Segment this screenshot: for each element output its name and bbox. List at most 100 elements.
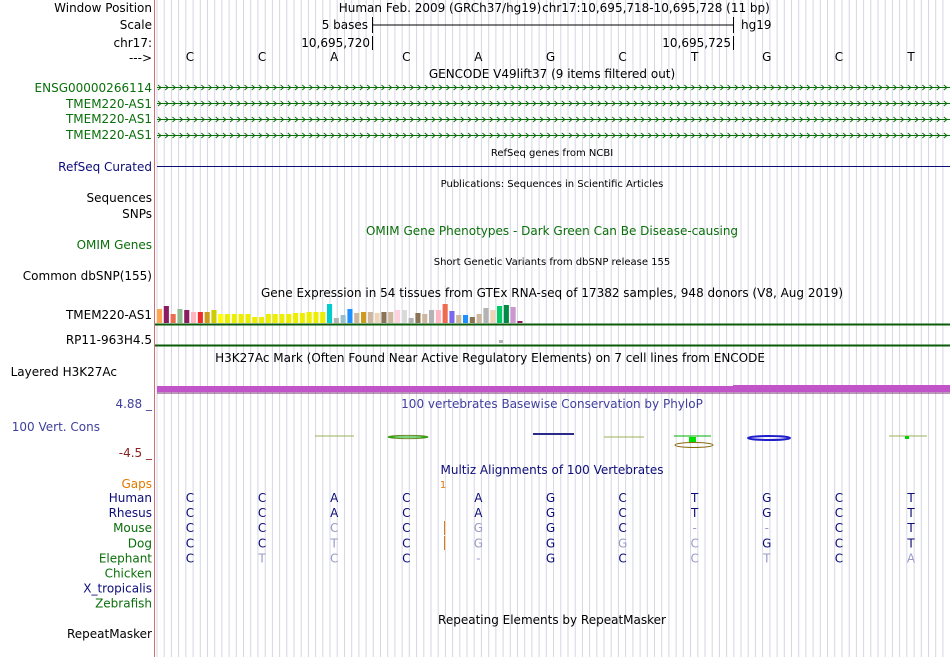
gtex-tissue-bar[interactable] [361,312,367,323]
gtex-small-bar[interactable] [499,340,503,343]
h3k27ac-track-label[interactable]: Layered H3K27Ac [11,365,117,379]
species-label[interactable]: Zebrafish [95,597,152,611]
gtex-tissue-bar[interactable] [211,310,217,323]
gtex-tissue-bar[interactable] [293,313,299,323]
gencode-item-label[interactable]: TMEM220-AS1 [65,112,152,126]
position-text[interactable]: chr17:10,695,718-10,695,728 (11 bp) [542,1,770,15]
gtex-tissue-bar[interactable] [333,318,339,323]
coord-right: 10,695,725 [662,36,731,50]
gencode-item-label[interactable]: TMEM220-AS1 [65,97,152,111]
gtex-tissue-bar[interactable] [279,314,285,323]
gtex-gene-label[interactable]: TMEM220-AS1 [65,308,152,322]
gtex-tissue-bar[interactable] [306,312,312,323]
gtex-tissue-bar[interactable] [320,312,326,323]
gtex-tissue-bar[interactable] [327,304,333,323]
sequences-track-label[interactable]: Sequences [87,191,152,205]
gtex-tissue-bar[interactable] [157,309,163,323]
aligned-base: C [835,536,843,550]
aligned-base: - [693,521,697,535]
gtex-tissue-bar[interactable] [415,313,421,323]
species-label[interactable]: Elephant [99,551,152,565]
ruler-base: C [186,50,194,64]
gtex-tissue-bar[interactable] [299,313,305,323]
conservation-glyphs[interactable] [315,433,927,448]
gtex-tissue-bar[interactable] [204,312,210,323]
gtex-tissue-bar[interactable] [442,304,448,323]
gencode-item-label[interactable]: ENSG00000266114 [35,81,152,95]
conservation-track-label[interactable]: 100 Vert. Cons [12,420,100,434]
gtex-tissue-bar[interactable] [463,315,469,323]
conservation-track-title: 100 vertebrates Basewise Conservation by… [401,397,703,411]
gtex-tissue-bar[interactable] [163,306,169,323]
gap-marker[interactable]: 1 [440,480,446,491]
publications-track-title: Publications: Sequences in Scientific Ar… [441,179,664,190]
gtex-tissue-bar[interactable] [225,314,231,323]
aligned-base: C [186,551,194,565]
h3k27ac-signal[interactable] [157,386,733,392]
species-label[interactable]: X_tropicalis [83,582,152,596]
gtex-tissue-bar[interactable] [259,317,265,323]
gtex-tissue-bar[interactable] [177,309,183,323]
species-label[interactable]: Chicken [105,567,152,581]
gencode-transcripts[interactable] [157,84,950,139]
conservation-min-label: -4.5 _ [119,446,153,460]
gtex-tissue-bar[interactable] [354,313,360,323]
gtex-tissue-bar[interactable] [231,314,237,323]
gtex-tissue-bar[interactable] [388,312,394,323]
gtex-tissue-bar[interactable] [503,305,509,323]
gtex-tissue-bar[interactable] [490,310,496,323]
aligned-base: G [546,551,555,565]
gtex-tissue-bar[interactable] [510,307,516,323]
h3k27ac-signal[interactable] [733,385,950,392]
gtex-tissue-bar[interactable] [347,309,353,323]
gtex-tissue-bar[interactable] [401,310,407,323]
gtex-tissue-bars[interactable] [157,304,523,323]
species-label[interactable]: Mouse [113,521,152,535]
omim-track-label[interactable]: OMIM Genes [77,238,152,252]
gtex-tissue-bar[interactable] [469,317,475,323]
gtex-tissue-bar[interactable] [218,314,224,323]
gtex-tissue-bar[interactable] [184,310,190,323]
db-text: hg19 [741,18,772,32]
gtex-tissue-bar[interactable] [395,310,401,323]
gtex-tissue-bar[interactable] [313,312,319,323]
gencode-track-title: GENCODE V49lift37 (9 items filtered out) [429,67,675,81]
gaps-label[interactable]: Gaps [121,477,152,491]
gtex-tissue-bar[interactable] [476,314,482,323]
gtex-tissue-bar[interactable] [449,311,455,323]
gtex-tissue-bar[interactable] [191,312,197,323]
species-label[interactable]: Rhesus [109,506,152,520]
gtex-tissue-bar[interactable] [245,314,251,323]
gtex-tissue-bar[interactable] [483,308,489,323]
snps-track-label[interactable]: SNPs [122,207,152,221]
gtex-tissue-bar[interactable] [272,314,278,323]
gtex-tissue-bar[interactable] [422,314,428,323]
gtex-tissue-bar[interactable] [381,312,387,323]
aligned-base: - [765,521,769,535]
species-label[interactable]: Dog [128,536,152,550]
gencode-item-label[interactable]: TMEM220-AS1 [65,128,152,142]
gtex-tissue-bar[interactable] [265,314,271,323]
repeatmasker-track-label[interactable]: RepeatMasker [67,627,152,641]
gtex-tissue-bar[interactable] [238,314,244,323]
gtex-tissue-bar[interactable] [429,310,435,323]
gtex-tissue-bar[interactable] [340,315,346,323]
refseq-track-label[interactable]: RefSeq Curated [58,160,152,174]
gtex-tissue-bar[interactable] [286,314,292,323]
gtex-tissue-bar[interactable] [170,314,176,323]
gtex-gene-label[interactable]: RP11-963H4.5 [66,333,152,347]
gtex-tissue-bar[interactable] [497,306,503,323]
gtex-tissue-bar[interactable] [456,315,462,323]
gtex-tissue-bar[interactable] [197,312,203,323]
gtex-tissue-bar[interactable] [517,321,523,323]
gtex-tissue-bar[interactable] [374,313,380,323]
dbsnp-track-label[interactable]: Common dbSNP(155) [23,269,152,283]
species-label[interactable]: Human [109,491,152,505]
gtex-tissue-bar[interactable] [408,318,414,323]
gtex-tissue-bar[interactable] [367,312,373,323]
gtex-tissue-bar[interactable] [252,317,258,323]
gtex-tissue-bar[interactable] [435,310,441,323]
